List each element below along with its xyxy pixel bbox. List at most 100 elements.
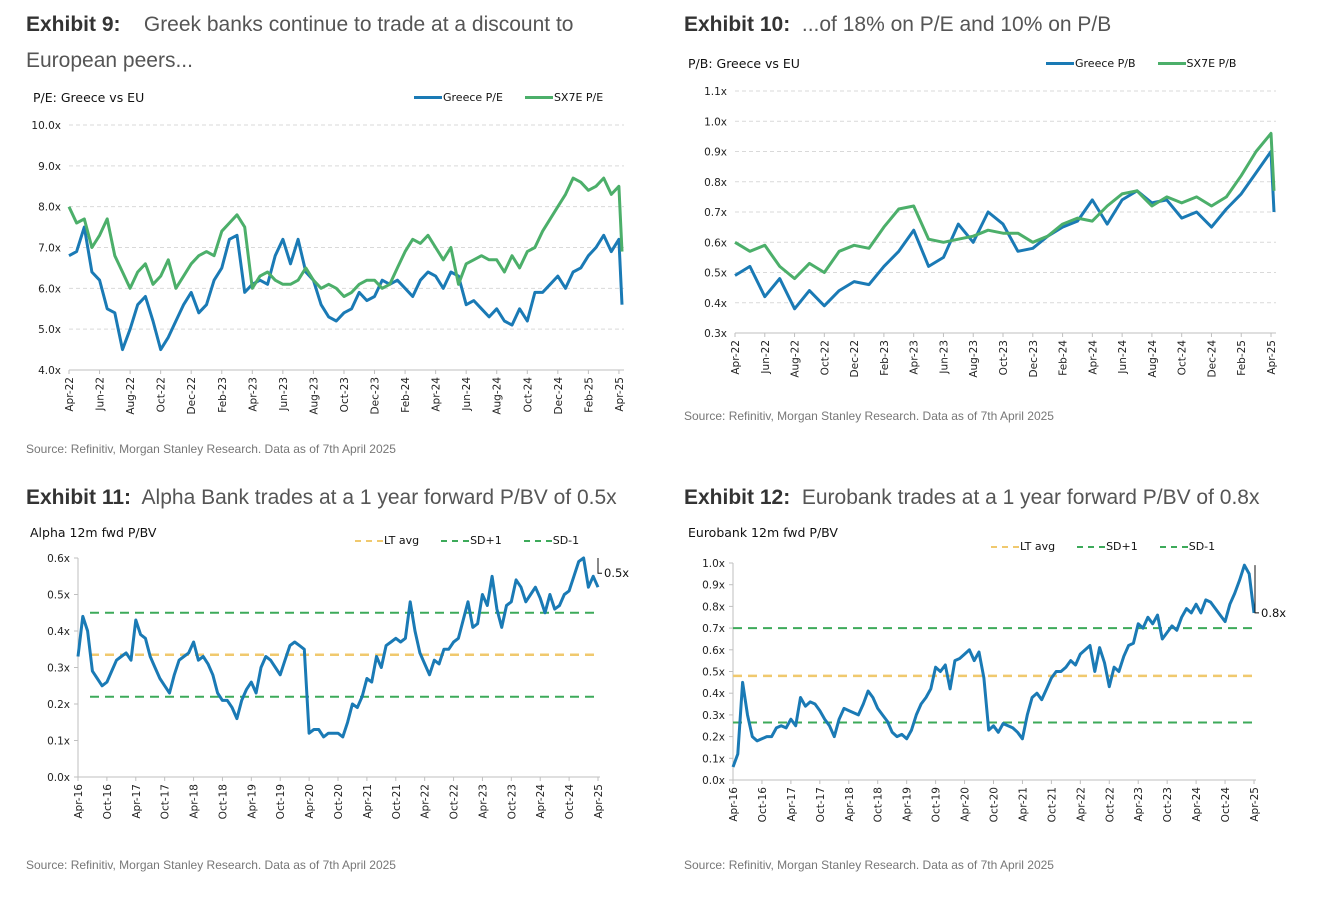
chart-1-title: P/E: Greece vs EU (33, 90, 145, 105)
chart-4-title: Eurobank 12m fwd P/BV (688, 525, 838, 540)
x-tick-label: Feb-25 (1236, 340, 1248, 376)
x-tick-label: Oct-23 (506, 784, 518, 819)
x-tick-label: Oct-23 (1162, 787, 1174, 822)
legend-label: SD-1 (552, 534, 580, 547)
legend-swatch-sd-minus-1 (1159, 545, 1188, 548)
x-tick-label: Oct-24 (1220, 787, 1232, 823)
x-tick-label: Apr-17 (786, 787, 798, 822)
x-tick-label: Apr-23 (1133, 787, 1145, 822)
x-tick-label: Jun-24 (1117, 340, 1129, 375)
x-tick-label: Oct-18 (217, 784, 229, 819)
x-tick-label: Aug-24 (1147, 340, 1159, 378)
y-tick-label: 0.9x (702, 580, 725, 592)
exhibit-12-label: Exhibit 12: (684, 486, 791, 509)
y-tick-label: 0.3x (704, 328, 727, 340)
x-tick-label: Apr-24 (431, 377, 443, 412)
x-tick-label: Apr-17 (131, 784, 143, 819)
x-tick-label: Oct-23 (339, 377, 351, 412)
exhibit-11-source: Source: Refinitiv, Morgan Stanley Resear… (26, 858, 396, 872)
x-tick-label: Oct-24 (564, 784, 576, 820)
x-tick-label: Oct-16 (757, 787, 769, 823)
exhibit-11-label: Exhibit 11: (26, 486, 132, 509)
x-tick-label: Apr-24 (1191, 787, 1203, 822)
x-tick-label: Apr-23 (477, 784, 489, 819)
y-tick-label: 1.1x (704, 86, 727, 98)
legend-label: SD-1 (1188, 540, 1216, 553)
y-tick-label: 6.0x (38, 283, 61, 295)
y-tick-label: 0.4x (47, 626, 70, 638)
y-tick-label: 0.3x (702, 710, 725, 722)
x-tick-label: Oct-17 (815, 787, 827, 822)
legend-label: SX7E P/E (553, 91, 604, 104)
y-tick-label: 0.1x (47, 736, 70, 748)
legend-label: Greece P/E (443, 91, 503, 104)
series-line-sx7e-p-b (734, 131, 1276, 281)
legend-swatch-sx7e (1157, 62, 1186, 65)
x-tick-label: Oct-22 (156, 377, 168, 412)
x-tick-label: Apr-20 (960, 787, 972, 822)
x-tick-label: Dec-24 (553, 377, 565, 415)
exhibit-12-source: Source: Refinitiv, Morgan Stanley Resear… (684, 858, 1054, 872)
legend-swatch-sx7e (524, 96, 553, 99)
legend-item-lt-avg: LT avg (991, 540, 1055, 553)
x-tick-label: Oct-20 (989, 787, 1001, 822)
y-tick-label: 0.5x (704, 268, 727, 280)
y-tick-label: 0.0x (702, 775, 725, 787)
y-tick-label: 0.7x (704, 207, 727, 219)
x-tick-label: Apr-23 (247, 377, 259, 412)
y-tick-label: 0.6x (704, 237, 727, 249)
legend-item-greece-pe: Greece P/E (414, 91, 503, 104)
y-tick-label: 0.3x (47, 663, 70, 675)
y-tick-label: 5.0x (38, 324, 61, 336)
series-line-eurobank-12m-fwd-p-bv (731, 563, 1256, 768)
chart-alpha-fwd-pbv: 0.0x 0.1x 0.2x 0.3x 0.4x 0.5x 0.6x Apr-16 Oct-16… (47, 553, 629, 819)
chart-1-legend: Greece P/E SX7E P/E (414, 91, 603, 104)
x-tick-label: Oct-22 (819, 340, 831, 375)
x-tick-label: Apr-19 (246, 784, 258, 819)
y-tick-label: 9.0x (38, 161, 61, 173)
exhibit-9-title: Exhibit 9: Greek banks continue to trade… (26, 8, 573, 42)
y-tick-label: 0.8x (704, 177, 727, 189)
annotation-leader-line (1254, 565, 1259, 614)
legend-swatch-greece (1046, 62, 1074, 65)
exhibit-9-label: Exhibit 9: (26, 13, 121, 36)
y-tick-label: 0.9x (704, 147, 727, 159)
y-tick-label: 7.0x (38, 243, 61, 255)
x-tick-label: Dec-23 (1028, 340, 1040, 377)
y-tick-label: 0.5x (47, 590, 70, 602)
x-tick-label: Apr-18 (844, 787, 856, 822)
exhibit-9-title-line2: European peers... (26, 49, 193, 72)
x-tick-label: Apr-22 (64, 377, 76, 412)
x-tick-label: Oct-21 (391, 784, 403, 819)
x-tick-label: Apr-24 (535, 784, 547, 819)
x-tick-label: Oct-21 (1046, 787, 1058, 822)
legend-item-sd-plus-1: SD+1 (441, 534, 502, 547)
chart-4-legend: LT avg SD+1 SD-1 (991, 540, 1215, 553)
x-tick-label: Jun-23 (278, 377, 290, 412)
x-tick-label: Aug-22 (125, 377, 137, 415)
x-tick-label: Feb-24 (400, 377, 412, 413)
y-tick-label: 0.8x (702, 601, 725, 613)
x-tick-label: Apr-22 (730, 340, 742, 375)
y-tick-label: 0.5x (702, 667, 725, 679)
x-tick-label: Feb-25 (583, 377, 595, 413)
x-tick-label: Aug-22 (790, 340, 802, 378)
chart-eurobank-fwd-pbv: 0.0x 0.1x 0.2x 0.3x 0.4x 0.5x 0.6x 0.7x 0.8x 0.9x… (702, 558, 1286, 822)
exhibit-12-title-line1: Eurobank trades at a 1 year forward P/BV… (801, 486, 1260, 509)
x-tick-label: Oct-19 (275, 784, 287, 819)
x-tick-label: Oct-17 (160, 784, 172, 819)
y-tick-label: 0.1x (702, 753, 725, 765)
x-tick-label: Apr-20 (304, 784, 316, 819)
x-tick-label: Feb-23 (217, 377, 229, 413)
y-tick-label: 0.2x (702, 732, 725, 744)
y-tick-label: 1.0x (704, 116, 727, 128)
x-tick-label: Apr-16 (73, 784, 85, 819)
y-tick-label: 0.2x (47, 699, 70, 711)
legend-label: LT avg (1020, 540, 1056, 553)
exhibit-9-source: Source: Refinitiv, Morgan Stanley Resear… (26, 442, 396, 456)
series-line-sx7e-p-e (67, 176, 624, 298)
x-tick-label: Dec-22 (849, 340, 861, 377)
x-tick-label: Apr-21 (362, 784, 374, 819)
exhibit-10-label: Exhibit 10: (684, 13, 791, 36)
